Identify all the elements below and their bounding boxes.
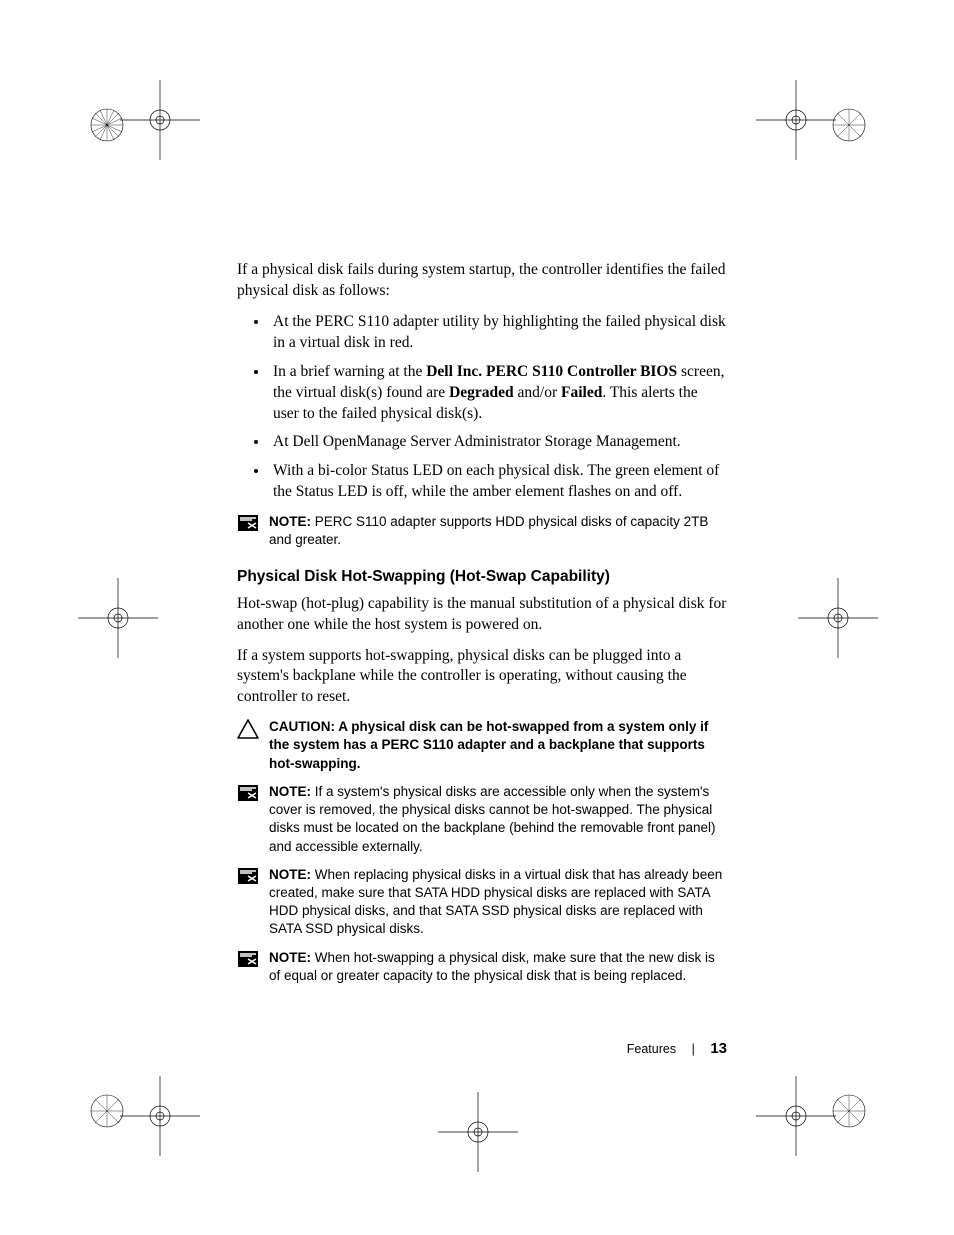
note-text: NOTE: If a system's physical disks are a… [269,783,727,856]
note-text: NOTE: PERC S110 adapter supports HDD phy… [269,513,727,549]
note-callout: NOTE: PERC S110 adapter supports HDD phy… [237,513,727,549]
note-body: If a system's physical disks are accessi… [269,784,716,854]
registration-mark-icon [756,1076,836,1156]
list-item: In a brief warning at the Dell Inc. PERC… [269,362,727,425]
caution-label: CAUTION: [269,719,335,734]
text-bold: Dell Inc. PERC S110 Controller BIOS [426,363,677,380]
text-bold: Degraded [449,384,514,401]
note-label: NOTE: [269,784,311,799]
list-item: At the PERC S110 adapter utility by high… [269,312,727,354]
note-label: NOTE: [269,514,311,529]
corner-disc-icon [832,108,866,142]
bullet-list: At the PERC S110 adapter utility by high… [237,312,727,503]
note-callout: NOTE: When hot-swapping a physical disk,… [237,949,727,985]
registration-mark-icon [78,578,158,658]
registration-mark-icon [120,80,200,160]
corner-disc-icon [90,108,124,142]
note-text: NOTE: When replacing physical disks in a… [269,866,727,939]
corner-disc-icon [90,1094,124,1128]
note-text: NOTE: When hot-swapping a physical disk,… [269,949,727,985]
note-callout: NOTE: If a system's physical disks are a… [237,783,727,856]
note-label: NOTE: [269,867,311,882]
footer-section: Features [627,1042,676,1056]
text-fragment: and/or [514,384,561,401]
body-paragraph: Hot-swap (hot-plug) capability is the ma… [237,594,727,636]
list-item: With a bi-color Status LED on each physi… [269,461,727,503]
note-icon [237,867,259,890]
caution-body: A physical disk can be hot-swapped from … [269,719,708,770]
note-label: NOTE: [269,950,311,965]
registration-mark-icon [120,1076,200,1156]
note-callout: NOTE: When replacing physical disks in a… [237,866,727,939]
list-item: At Dell OpenManage Server Administrator … [269,432,727,453]
content-area: If a physical disk fails during system s… [237,260,727,995]
note-icon [237,784,259,807]
registration-mark-icon [756,80,836,160]
page: If a physical disk fails during system s… [0,0,954,1235]
note-icon [237,950,259,973]
text-fragment: In a brief warning at the [273,363,426,380]
note-body: When replacing physical disks in a virtu… [269,867,722,937]
caution-text: CAUTION: A physical disk can be hot-swap… [269,718,727,773]
section-heading: Physical Disk Hot-Swapping (Hot-Swap Cap… [237,568,727,586]
note-icon [237,514,259,537]
registration-mark-icon [798,578,878,658]
note-body: PERC S110 adapter supports HDD physical … [269,514,708,547]
body-paragraph: If a system supports hot-swapping, physi… [237,646,727,709]
caution-callout: CAUTION: A physical disk can be hot-swap… [237,718,727,773]
corner-disc-icon [832,1094,866,1128]
note-body: When hot-swapping a physical disk, make … [269,950,715,983]
page-footer: Features | 13 [237,1040,727,1057]
intro-paragraph: If a physical disk fails during system s… [237,260,727,302]
text-bold: Failed [561,384,602,401]
registration-mark-icon [438,1092,518,1172]
footer-separator: | [692,1042,695,1056]
caution-icon [237,719,259,744]
page-number: 13 [710,1040,727,1057]
